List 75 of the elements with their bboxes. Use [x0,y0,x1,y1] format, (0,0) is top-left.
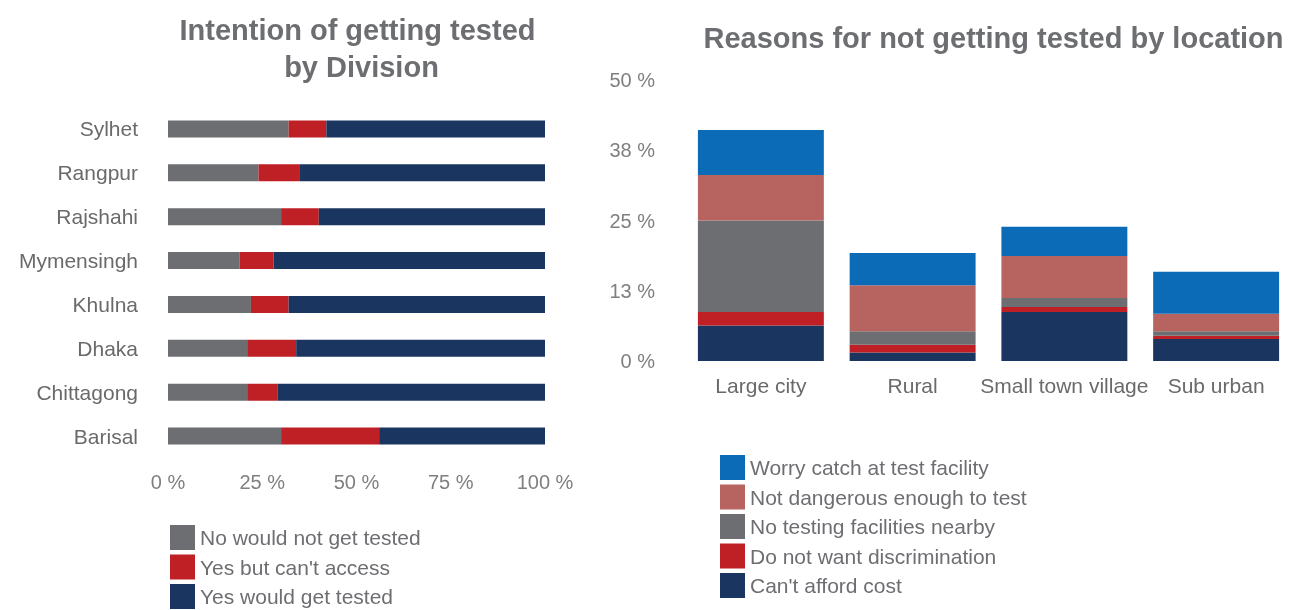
y-tick-label: Dhaka [77,336,139,360]
bar [1153,271,1280,314]
bar [250,295,289,313]
bar [849,331,976,345]
bar [849,344,976,353]
bar [168,252,240,270]
x-tick-label: 0 % [150,471,186,493]
bar [296,339,545,357]
bar [281,208,319,226]
y-tick-label: Mymensingh [18,249,138,273]
x-tick-label: Rural [887,374,938,397]
y-tick-label: Rajshahi [56,205,138,229]
bar [849,285,976,332]
bar [299,164,545,182]
x-tick-label: Small town village [980,374,1149,397]
legend-label: No testing facilities nearby [750,515,996,538]
y-tick-label: 38 % [609,139,656,162]
bar [1153,331,1280,336]
x-tick-label: 75 % [427,471,474,493]
x-tick-label: 25 % [239,471,286,493]
bar [288,120,327,138]
bar [168,208,282,226]
y-tick-label: Rangpur [57,161,138,185]
x-tick-label: Sub urban [1167,374,1265,397]
legend-label: Not dangerous enough to test [750,485,1027,509]
y-tick-label: 25 % [609,209,656,232]
bar [318,208,545,226]
bar [697,130,824,175]
bar [168,383,248,401]
y-tick-label: Barisal [73,424,138,448]
bar [273,252,545,270]
bar [697,174,824,221]
bar [168,295,251,313]
y-tick-label: Chittagong [36,380,138,404]
bar [247,339,297,357]
legend-label: Yes but can't access [200,555,391,579]
bar [288,295,545,313]
legend-label: Can't afford cost [750,574,903,597]
legend-label: Do not want discrimination [750,544,997,568]
y-tick-label: 13 % [609,279,656,302]
x-tick-label: 100 % [516,471,574,493]
x-tick-label: 50 % [333,471,380,493]
bar [258,164,300,182]
bar [168,427,282,445]
bar [281,427,380,445]
bar [849,253,976,286]
bar [239,252,274,270]
y-tick-label: 0 % [620,350,656,372]
bar [1001,312,1128,361]
y-tick-label: Sylhet [79,117,139,141]
y-tick-label: 50 % [609,69,656,91]
bar [168,164,259,182]
bar [168,120,289,138]
bar [1001,298,1128,308]
bar [1001,255,1128,299]
bar [247,383,278,401]
bar [326,120,545,138]
bar [379,427,545,445]
y-tick-label: Khulna [72,292,139,316]
x-tick-label: Large city [715,374,807,397]
bar [849,352,976,361]
bar [1153,313,1280,332]
bar [1001,307,1128,313]
bar [697,325,824,361]
bar [277,383,545,401]
bar [1001,226,1128,256]
bar [168,339,248,357]
chart-title: Reasons for not getting tested by location [703,21,1284,54]
legend-label: Yes would get tested [200,585,394,608]
legend-label: No would not get tested [200,526,421,549]
bar [697,312,824,326]
bar [1153,339,1280,361]
chart-title: Intention of getting tested by Division [179,13,544,83]
legend-label: Worry catch at test facility [750,456,990,479]
bar [697,220,824,313]
